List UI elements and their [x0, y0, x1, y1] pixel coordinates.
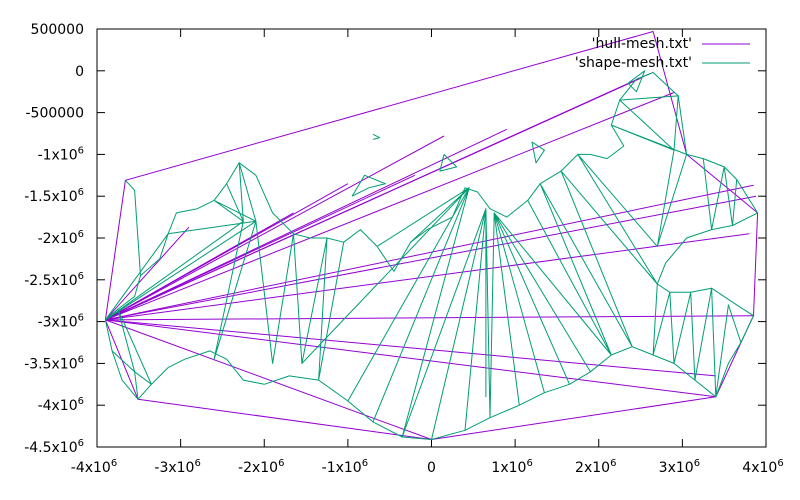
series-polyline: [111, 308, 152, 400]
legend-label-hull: 'hull-mesh.txt': [592, 36, 692, 52]
y-tick-label: 500000: [31, 22, 84, 38]
x-tick-label: 0: [427, 460, 436, 476]
x-tick-label: 3x106: [659, 458, 700, 476]
series-polyline: [105, 135, 445, 321]
x-tick-label: 4x106: [742, 458, 783, 476]
y-tick-label: -2x106: [38, 229, 84, 247]
y-tick-label: -3x106: [38, 313, 84, 331]
y-tick-label: -2.5x106: [24, 271, 84, 289]
series-polyline: [489, 212, 612, 419]
series-1: [104, 70, 759, 440]
series-polyline: [105, 319, 716, 398]
series-polyline: [652, 283, 742, 398]
y-tick-label: -500000: [26, 106, 85, 122]
series-polyline: [105, 92, 675, 321]
series-polyline: [372, 133, 381, 140]
series-polyline: [702, 158, 738, 231]
series-polyline: [213, 220, 345, 381]
series-polyline: [226, 162, 257, 222]
y-tick-label: -1.5x106: [24, 187, 84, 205]
series-0: [104, 31, 759, 440]
x-tick-label: -4x106: [71, 458, 117, 476]
series-polyline: [531, 141, 545, 164]
y-tick-label: -1x106: [38, 145, 84, 163]
y-tick-label: -4.5x106: [24, 438, 84, 456]
x-tick-label: 2x106: [575, 458, 616, 476]
x-axis: -4x106 -3x106 -2x106 -1x106 0 1x106 2x106 3x106…: [71, 29, 784, 476]
series-polyline: [105, 319, 716, 377]
x-tick-label: -2x106: [238, 458, 284, 476]
series-polyline: [105, 212, 294, 321]
series-layer: [104, 31, 759, 440]
series-polyline: [439, 154, 458, 172]
series-polyline: [105, 195, 757, 321]
legend-label-shape: 'shape-mesh.txt': [575, 55, 692, 71]
y-tick-label: 0: [75, 64, 84, 80]
series-polyline: [401, 208, 491, 440]
x-tick-label: 1x106: [491, 458, 532, 476]
legend: 'hull-mesh.txt' 'shape-mesh.txt': [575, 36, 750, 71]
legend-entry-shape: 'shape-mesh.txt': [575, 55, 750, 71]
series-polyline: [105, 226, 190, 321]
series-polyline: [105, 77, 641, 321]
series-polyline: [527, 95, 688, 356]
series-polyline: [351, 174, 386, 197]
series-polyline: [105, 128, 508, 321]
x-tick-label: -1x106: [322, 458, 368, 476]
plot-frame: [96, 28, 767, 448]
series-polyline: [627, 70, 646, 93]
legend-entry-hull: 'hull-mesh.txt': [592, 36, 750, 52]
y-axis: 500000 0 -500000 -1x106 -1.5x106 -2x106 -2.5x1…: [24, 22, 766, 456]
y-tick-label: -3.5x106: [24, 354, 84, 372]
y-tick-label: -4x106: [38, 396, 84, 414]
x-tick-label: -3x106: [154, 458, 200, 476]
series-polyline: [105, 319, 432, 440]
series-polyline: [104, 31, 759, 440]
series-polyline: [301, 187, 470, 438]
series-polyline: [105, 233, 750, 321]
series-polyline: [105, 184, 754, 321]
series-polyline: [105, 315, 755, 321]
